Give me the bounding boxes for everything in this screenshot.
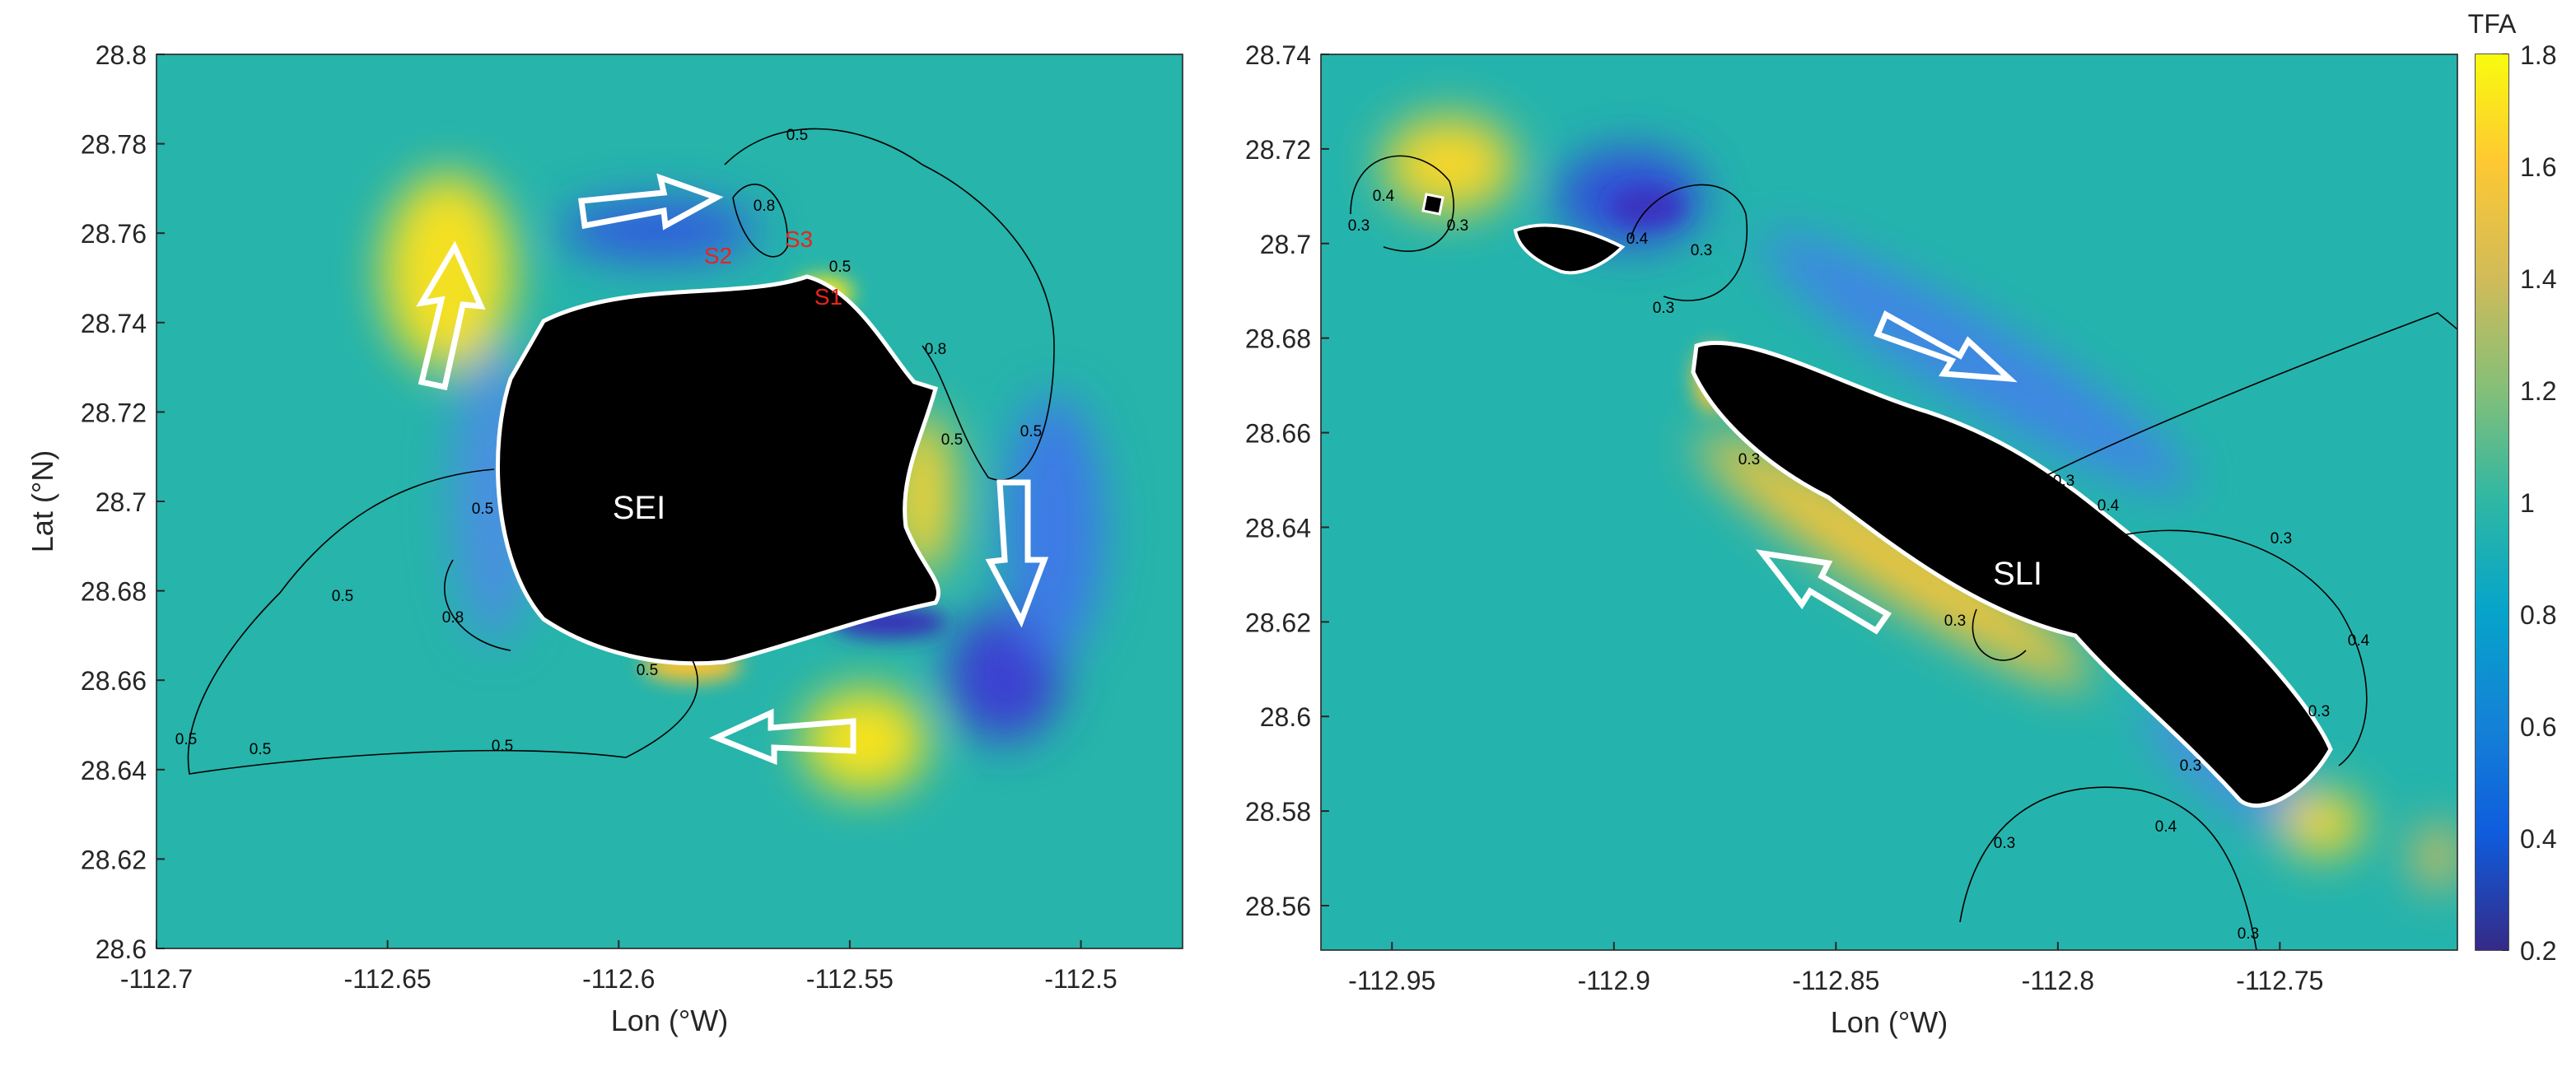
- contour-label: 0.8: [925, 341, 946, 358]
- contour-label: 0.5: [829, 259, 851, 276]
- x-tick-label: -112.6: [582, 964, 655, 994]
- contour-label: 0.5: [637, 662, 658, 679]
- y-tick-label: 28.74: [81, 309, 147, 338]
- x-tick-label: -112.9: [1578, 966, 1650, 995]
- contour-label: 0.3: [2238, 925, 2259, 943]
- y-tick-label: 28.62: [81, 845, 147, 874]
- contour-label: 0.4: [2098, 497, 2120, 515]
- contour-label: 0.3: [2270, 530, 2292, 547]
- contour-label: 0.3: [2308, 703, 2330, 720]
- contour-label: 0.5: [175, 731, 197, 748]
- y-tick-label: 28.8: [96, 40, 147, 70]
- contour-label: 0.3: [1994, 835, 2015, 852]
- x-tick-label: -112.7: [120, 964, 193, 994]
- contour-label: 0.5: [250, 741, 271, 758]
- contour-label: 0.5: [332, 588, 353, 605]
- colorbar-tick-label: 1.8: [2520, 40, 2556, 70]
- y-tick-label: 28.66: [1245, 419, 1311, 449]
- island-label: SEI: [613, 490, 665, 526]
- x-tick-label: -112.5: [1044, 964, 1117, 994]
- x-tick-label: -112.95: [1348, 966, 1435, 995]
- contour-label: 0.8: [442, 609, 464, 627]
- y-tick-label: 28.76: [81, 219, 147, 249]
- colorbar-tick-label: 1.2: [2520, 376, 2556, 406]
- site-label: S2: [704, 243, 732, 268]
- x-tick-label: -112.85: [1792, 966, 1879, 995]
- x-tick-label: -112.75: [2236, 966, 2323, 995]
- colorbar-tick-label: 1: [2520, 488, 2535, 518]
- contour-label: 0.3: [1738, 451, 1760, 468]
- y-tick-label: 28.7: [96, 487, 147, 517]
- x-tick-label: -112.8: [2022, 966, 2094, 995]
- contour-label: 0.3: [1691, 242, 1712, 259]
- y-tick-label: 28.78: [81, 130, 147, 160]
- x-tick-label: -112.55: [806, 964, 894, 994]
- contour-label: 0.5: [472, 501, 493, 518]
- contour-label: 0.5: [1020, 423, 1042, 440]
- axes: -112.7 -112.65 -112.6 -112.55 -112.5 28.6 28.6…: [26, 9, 2556, 1039]
- contour-label: 0.4: [2348, 632, 2370, 650]
- axes-frame: [1320, 54, 2458, 951]
- x-axis-label: Lon (°W): [1831, 1005, 1948, 1039]
- x-axis-label: Lon (°W): [611, 1004, 728, 1037]
- contour-label: 0.3: [1653, 300, 1674, 317]
- contour-label: 0.8: [754, 198, 775, 215]
- site-label: S1: [814, 284, 842, 310]
- contour-label: 0.3: [1944, 613, 1966, 630]
- island-label: SLI: [1993, 556, 2042, 592]
- colorbar-tick-label: 0.2: [2520, 936, 2556, 966]
- y-tick-label: 28.68: [1245, 324, 1311, 354]
- field-left: [156, 54, 1183, 948]
- colorbar: [2476, 54, 2508, 950]
- contour-label: 0.3: [2053, 473, 2074, 490]
- contour-label: 0.4: [1626, 231, 1649, 248]
- y-tick-label: 28.68: [81, 577, 147, 607]
- contour-label: 0.5: [492, 738, 513, 755]
- field-right: [1321, 54, 2457, 950]
- contour-label: 0.5: [941, 431, 963, 449]
- colorbar-title: TFA: [2468, 9, 2517, 39]
- colorbar-tick-label: 1.4: [2520, 264, 2556, 294]
- y-tick-label: 28.7: [1260, 230, 1311, 259]
- y-tick-label: 28.6: [96, 934, 147, 964]
- contour-label: 0.4: [2155, 818, 2177, 836]
- x-tick-label: -112.65: [344, 964, 432, 994]
- colorbar-tick-label: 0.6: [2520, 712, 2556, 742]
- y-tick-label: 28.72: [81, 398, 147, 427]
- y-tick-label: 28.66: [81, 666, 147, 696]
- y-tick-label: 28.6: [1260, 702, 1311, 732]
- y-tick-label: 28.74: [1245, 40, 1311, 70]
- y-tick-label: 28.64: [81, 756, 147, 785]
- contour-label: 0.3: [1348, 217, 1370, 235]
- site-label: S3: [785, 226, 813, 252]
- y-tick-label: 28.62: [1245, 608, 1311, 637]
- y-axis-label: Lat (°N): [26, 450, 59, 552]
- y-tick-label: 28.56: [1245, 892, 1311, 921]
- colorbar-tick-label: 1.6: [2520, 152, 2556, 182]
- contour-label: 0.3: [2180, 757, 2201, 775]
- contour-label: 0.3: [1447, 217, 1468, 235]
- colorbar-tick-label: 0.8: [2520, 600, 2556, 630]
- y-tick-label: 28.58: [1245, 797, 1311, 827]
- y-tick-label: 28.72: [1245, 135, 1311, 165]
- contour-label: 0.4: [1373, 188, 1395, 205]
- colorbar-tick-label: 0.4: [2520, 824, 2556, 854]
- contour-label: 0.5: [786, 127, 808, 144]
- y-tick-label: 28.64: [1245, 513, 1311, 543]
